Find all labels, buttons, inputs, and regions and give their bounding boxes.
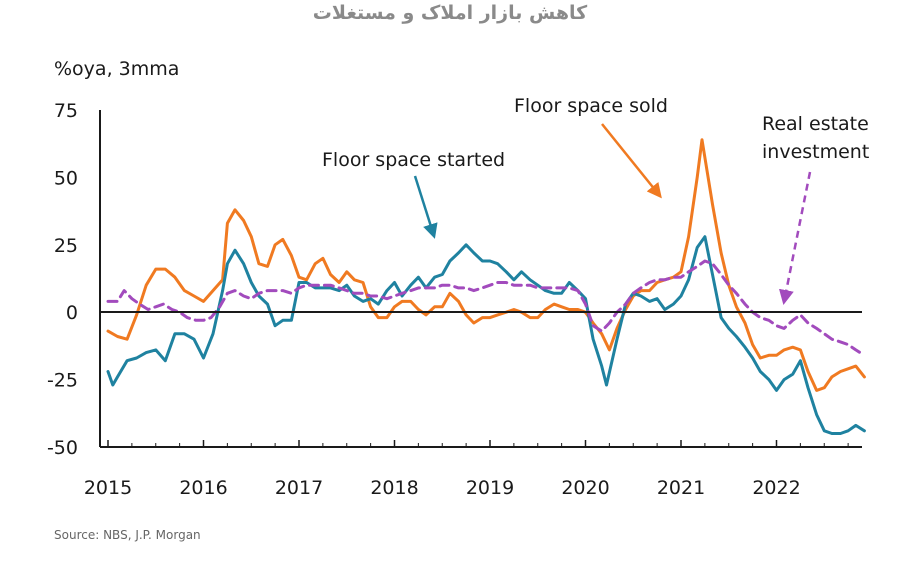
x-tick-label: 2020 bbox=[561, 477, 609, 499]
y-tick-label: 25 bbox=[54, 235, 78, 257]
series-line-real-estate-investment bbox=[106, 259, 866, 357]
x-tick-label: 2022 bbox=[752, 477, 800, 499]
series-line-floor-space-sold bbox=[106, 138, 866, 392]
arrow-floor-space-sold bbox=[601, 123, 662, 199]
arrow-floor-space-started bbox=[413, 175, 438, 239]
y-axis-units-label: %oya, 3mma bbox=[54, 58, 180, 80]
x-tick-label: 2017 bbox=[275, 477, 323, 499]
x-tick-label: 2021 bbox=[657, 477, 705, 499]
source-note: Source: NBS, J.P. Morgan bbox=[54, 528, 201, 542]
y-tick-label: 0 bbox=[66, 302, 78, 324]
x-tick-label: 2018 bbox=[370, 477, 418, 499]
annotation-floor-space-sold: Floor space sold bbox=[514, 95, 668, 117]
y-tick-label: -25 bbox=[47, 370, 78, 392]
y-tick-label: 75 bbox=[54, 100, 78, 122]
annotation-real-estate-line2: investment bbox=[762, 141, 869, 163]
x-tick-label: 2015 bbox=[84, 477, 132, 499]
annotation-floor-space-started: Floor space started bbox=[322, 149, 505, 171]
arrow-real-estate-investment bbox=[778, 171, 812, 305]
series-line-floor-space-started bbox=[106, 235, 866, 435]
x-tick-label: 2019 bbox=[466, 477, 514, 499]
chart-title: کاهش بازار املاک و مستغلات bbox=[312, 2, 588, 24]
x-tick-label: 2016 bbox=[179, 477, 227, 499]
y-tick-label: 50 bbox=[54, 167, 78, 189]
y-tick-label: -50 bbox=[47, 437, 78, 459]
annotation-real-estate-line1: Real estate bbox=[762, 113, 869, 135]
